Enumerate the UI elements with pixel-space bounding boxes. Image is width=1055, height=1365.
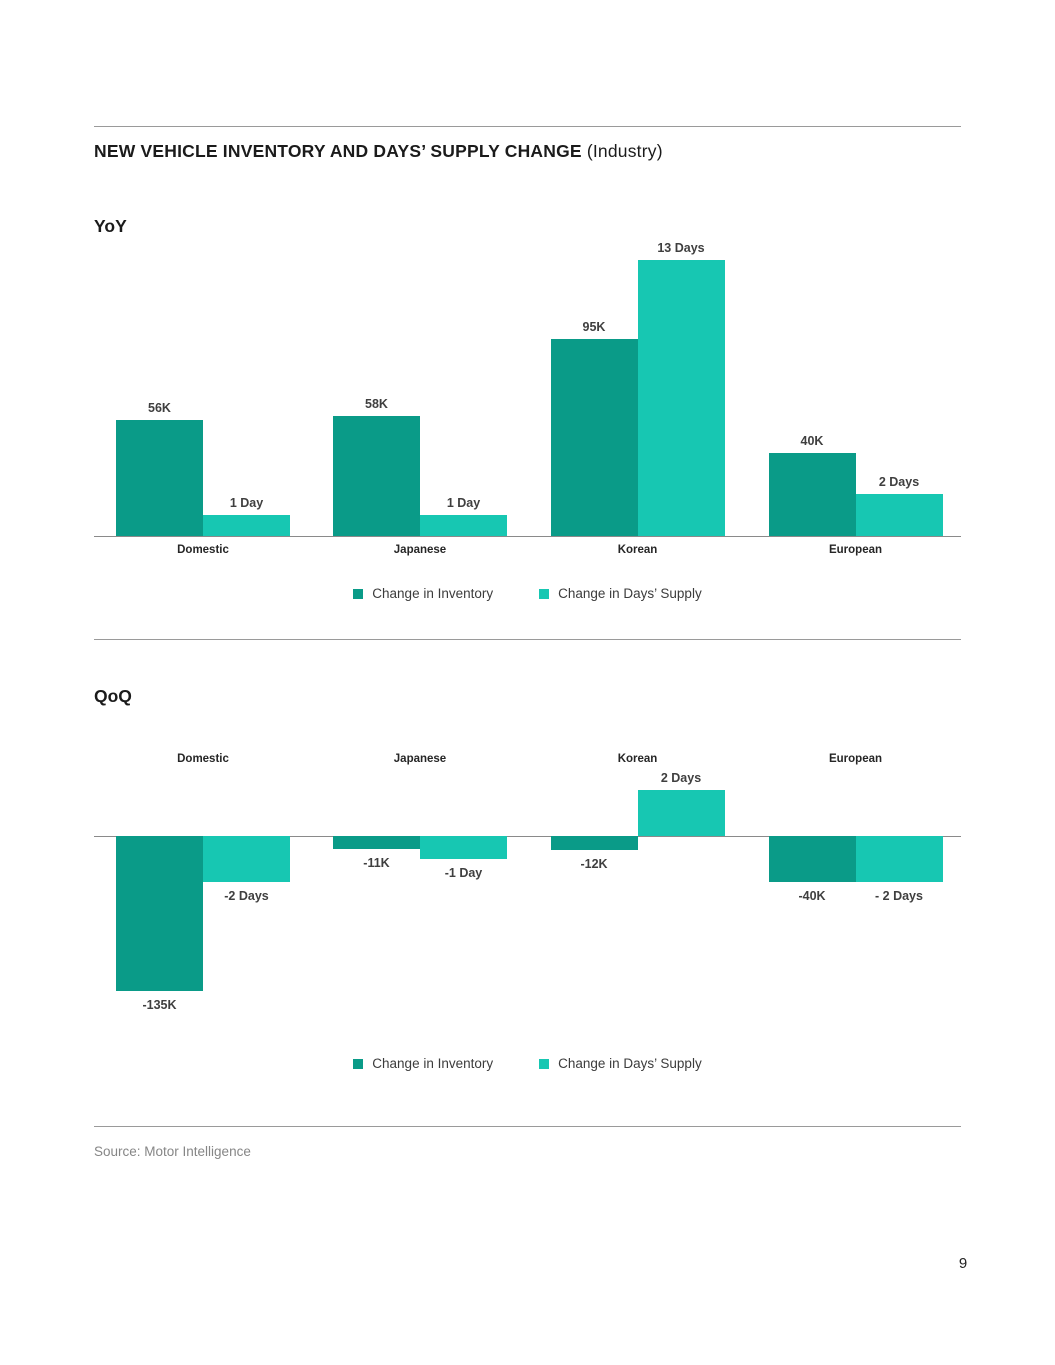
yoy-legend: Change in Inventory Change in Days’ Supp… xyxy=(94,586,961,601)
category-label-european: European xyxy=(828,544,883,556)
source-note: Source: Motor Intelligence xyxy=(94,1144,251,1159)
bar-inventory-european xyxy=(768,453,856,536)
legend-item-inventory: Change in Inventory xyxy=(353,1056,493,1071)
bar-label-inventory-japanese: 58K xyxy=(365,397,388,411)
top-divider xyxy=(94,126,961,127)
days-supply-swatch-icon xyxy=(539,1058,550,1069)
qoq-chart: -135K -2 Days -11K -1 Day -12K 2 Days -40K - 2 … xyxy=(94,700,961,1030)
bar-label-inventory-japanese: -11K xyxy=(363,856,390,870)
bottom-divider xyxy=(94,1126,961,1127)
qoq-category-axis: Domestic Japanese Korean European xyxy=(94,753,961,769)
bar-days-supply-european xyxy=(855,494,943,536)
bar-inventory-domestic xyxy=(116,836,203,991)
category-label-japanese: Japanese xyxy=(393,753,447,765)
bar-days-supply-domestic xyxy=(203,515,290,536)
category-label-japanese: Japanese xyxy=(393,544,447,556)
bar-label-days-supply-domestic: -2 Days xyxy=(224,889,269,903)
inventory-swatch-icon xyxy=(353,1058,364,1069)
inventory-swatch-icon xyxy=(353,588,364,599)
bar-label-days-supply-korean: 13 Days xyxy=(657,241,705,255)
bar-days-supply-korean xyxy=(637,790,725,836)
category-label-korean: Korean xyxy=(617,753,658,765)
qoq-zero-axis xyxy=(94,836,961,837)
qoq-legend: Change in Inventory Change in Days’ Supp… xyxy=(94,1056,961,1071)
legend-label-days-supply: Change in Days’ Supply xyxy=(558,586,702,601)
bar-label-inventory-korean: -12K xyxy=(580,857,608,871)
legend-item-days-supply: Change in Days’ Supply xyxy=(539,586,702,601)
page-number: 9 xyxy=(958,1255,968,1272)
legend-label-days-supply: Change in Days’ Supply xyxy=(558,1056,702,1071)
bar-days-supply-european xyxy=(855,836,943,882)
bar-label-days-supply-japanese: -1 Day xyxy=(444,866,483,880)
bar-days-supply-japanese xyxy=(420,515,507,536)
bar-days-supply-korean xyxy=(637,260,725,536)
bar-days-supply-japanese xyxy=(420,836,507,859)
bar-inventory-european xyxy=(768,836,856,882)
bar-inventory-domestic xyxy=(116,420,203,536)
category-label-domestic: Domestic xyxy=(177,544,229,556)
bar-inventory-japanese xyxy=(333,836,420,849)
bar-label-inventory-domestic: 56K xyxy=(148,401,171,415)
page-title: NEW VEHICLE INVENTORY AND DAYS’ SUPPLY C… xyxy=(94,141,663,162)
category-label-korean: Korean xyxy=(617,544,658,556)
legend-label-inventory: Change in Inventory xyxy=(372,1056,494,1071)
bar-label-days-supply-korean: 2 Days xyxy=(660,771,702,785)
bar-inventory-korean xyxy=(550,836,638,850)
bar-label-inventory-domestic: -135K xyxy=(142,998,177,1012)
category-label-european: European xyxy=(828,753,883,765)
yoy-chart: 56K 1 Day 58K 1 Day 95K 13 Days 40K 2 Days xyxy=(94,240,961,537)
bar-days-supply-domestic xyxy=(203,836,290,882)
bar-label-days-supply-japanese: 1 Day xyxy=(446,496,481,510)
legend-item-inventory: Change in Inventory xyxy=(353,586,493,601)
yoy-category-axis: Domestic Japanese Korean European xyxy=(94,544,961,560)
bar-label-days-supply-european: 2 Days xyxy=(878,475,920,489)
page-title-main: NEW VEHICLE INVENTORY AND DAYS’ SUPPLY C… xyxy=(94,141,582,161)
bar-label-days-supply-european: - 2 Days xyxy=(875,889,923,903)
section-title-qoq: QoQ xyxy=(94,686,132,706)
bar-label-days-supply-domestic: 1 Day xyxy=(229,496,264,510)
legend-label-inventory: Change in Inventory xyxy=(372,586,494,601)
bar-label-inventory-korean: 95K xyxy=(582,320,606,334)
bar-label-inventory-european: 40K xyxy=(800,434,824,448)
middle-divider xyxy=(94,639,961,640)
legend-item-days-supply: Change in Days’ Supply xyxy=(539,1056,702,1071)
days-supply-swatch-icon xyxy=(539,588,550,599)
page-title-suffix: (Industry) xyxy=(586,141,663,161)
category-label-domestic: Domestic xyxy=(177,753,229,765)
section-title-yoy: YoY xyxy=(94,216,127,236)
bar-inventory-japanese xyxy=(333,416,420,536)
bar-inventory-korean xyxy=(550,339,638,536)
bar-label-inventory-european: -40K xyxy=(798,889,826,903)
